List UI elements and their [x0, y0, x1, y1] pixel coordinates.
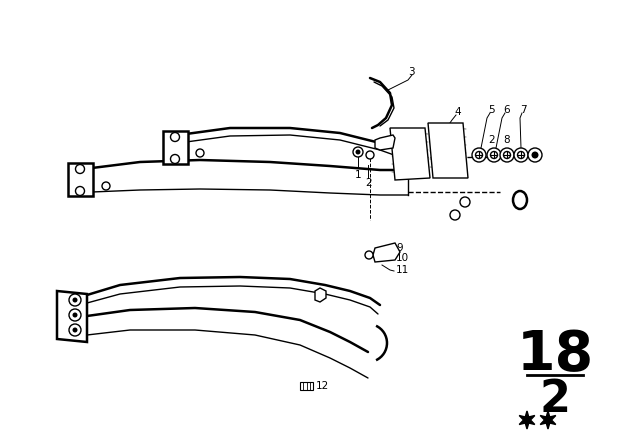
Circle shape: [504, 151, 511, 159]
Circle shape: [72, 297, 77, 302]
Circle shape: [487, 148, 501, 162]
Circle shape: [490, 151, 497, 159]
Text: 6: 6: [503, 105, 509, 115]
Text: 2: 2: [488, 135, 495, 145]
Polygon shape: [163, 132, 188, 164]
Circle shape: [355, 150, 360, 155]
Text: 12: 12: [316, 381, 329, 391]
Circle shape: [76, 164, 84, 173]
Polygon shape: [373, 243, 400, 262]
Text: 7: 7: [520, 105, 527, 115]
Circle shape: [170, 155, 179, 164]
Circle shape: [72, 327, 77, 332]
Text: 3: 3: [408, 67, 415, 77]
Circle shape: [353, 147, 363, 157]
Text: 2: 2: [365, 178, 372, 188]
Circle shape: [102, 182, 110, 190]
Circle shape: [170, 133, 179, 142]
Text: 4: 4: [454, 107, 461, 117]
Polygon shape: [67, 164, 93, 197]
Circle shape: [69, 309, 81, 321]
Circle shape: [72, 313, 77, 318]
Circle shape: [500, 148, 514, 162]
Circle shape: [76, 186, 84, 195]
Circle shape: [69, 294, 81, 306]
Polygon shape: [375, 135, 395, 150]
Circle shape: [196, 149, 204, 157]
Circle shape: [450, 210, 460, 220]
Circle shape: [365, 251, 373, 259]
Polygon shape: [519, 411, 535, 429]
Text: 8: 8: [503, 135, 509, 145]
Circle shape: [460, 197, 470, 207]
Text: 10: 10: [396, 253, 409, 263]
Polygon shape: [315, 288, 326, 302]
Text: 5: 5: [488, 105, 495, 115]
Circle shape: [476, 151, 483, 159]
Text: 18: 18: [516, 328, 594, 382]
Text: 9: 9: [396, 243, 403, 253]
Polygon shape: [390, 128, 430, 180]
Circle shape: [528, 148, 542, 162]
Text: 2: 2: [540, 379, 570, 422]
Polygon shape: [57, 291, 87, 342]
Circle shape: [472, 148, 486, 162]
Circle shape: [518, 151, 525, 159]
Circle shape: [531, 151, 538, 159]
Circle shape: [366, 151, 374, 159]
Text: 11: 11: [396, 265, 409, 275]
Circle shape: [69, 324, 81, 336]
Polygon shape: [540, 411, 556, 429]
Circle shape: [514, 148, 528, 162]
Text: 1: 1: [355, 170, 362, 180]
Polygon shape: [428, 123, 468, 178]
